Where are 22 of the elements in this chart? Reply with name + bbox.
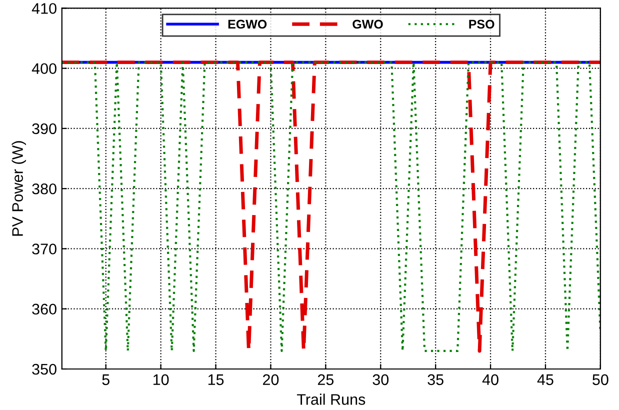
y-tick-label: 390 [32,123,56,134]
y-tick-label: 360 [32,304,56,315]
x-tick-label: 35 [428,374,444,386]
x-tick-label: 15 [208,374,224,386]
x-tick-label: 30 [372,374,389,386]
x-tick-label: 5 [102,374,110,386]
x-tick-label: 10 [153,374,169,386]
x-tick-label: 20 [262,374,279,386]
legend-label: EGWO [228,20,267,29]
y-tick-label: 410 [32,3,56,14]
y-tick-label: 380 [32,183,56,194]
y-tick-label: 400 [32,63,56,74]
x-tick-label: 50 [592,374,608,386]
y-tick-label: 350 [32,364,56,375]
x-axis-title: Trail Runs [296,394,366,405]
legend-label: GWO [352,20,383,29]
y-axis-title: PV Power (W) [12,141,26,236]
x-tick-label: 45 [537,374,554,386]
x-tick-label: 25 [318,374,334,386]
legend-label: PSO [469,20,494,29]
y-tick-label: 370 [32,244,56,254]
x-tick-label: 40 [482,374,498,386]
